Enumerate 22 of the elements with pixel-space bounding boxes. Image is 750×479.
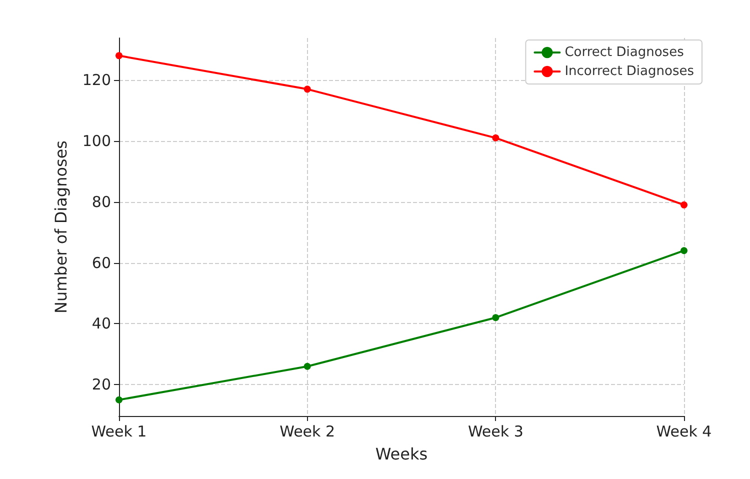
- point: [304, 362, 311, 370]
- point: [680, 247, 688, 254]
- legend-label: Correct Diagnoses: [564, 45, 684, 60]
- x-tick-label: Week 2: [280, 422, 336, 440]
- x-tick-label: Week 1: [91, 422, 147, 440]
- y-tick-label: 120: [82, 71, 111, 90]
- x-axis-title: Weeks: [375, 444, 428, 464]
- y-tick-label: 60: [92, 254, 111, 272]
- y-tick-label: 20: [92, 376, 111, 394]
- point: [492, 134, 500, 142]
- point: [680, 201, 688, 208]
- x-tick-label: Week 4: [656, 422, 712, 440]
- x-tick-label: Week 3: [468, 422, 524, 440]
- point: [116, 396, 122, 404]
- y-tick-label: 100: [82, 132, 111, 150]
- point: [492, 314, 500, 322]
- y-axis-title: Number of Diagnoses: [52, 140, 70, 314]
- point: [304, 86, 311, 93]
- y-tick-label: 80: [92, 192, 111, 211]
- legend-label: Incorrect Diagnoses: [564, 64, 694, 79]
- point: [116, 52, 122, 60]
- y-tick-label: 40: [92, 314, 111, 333]
